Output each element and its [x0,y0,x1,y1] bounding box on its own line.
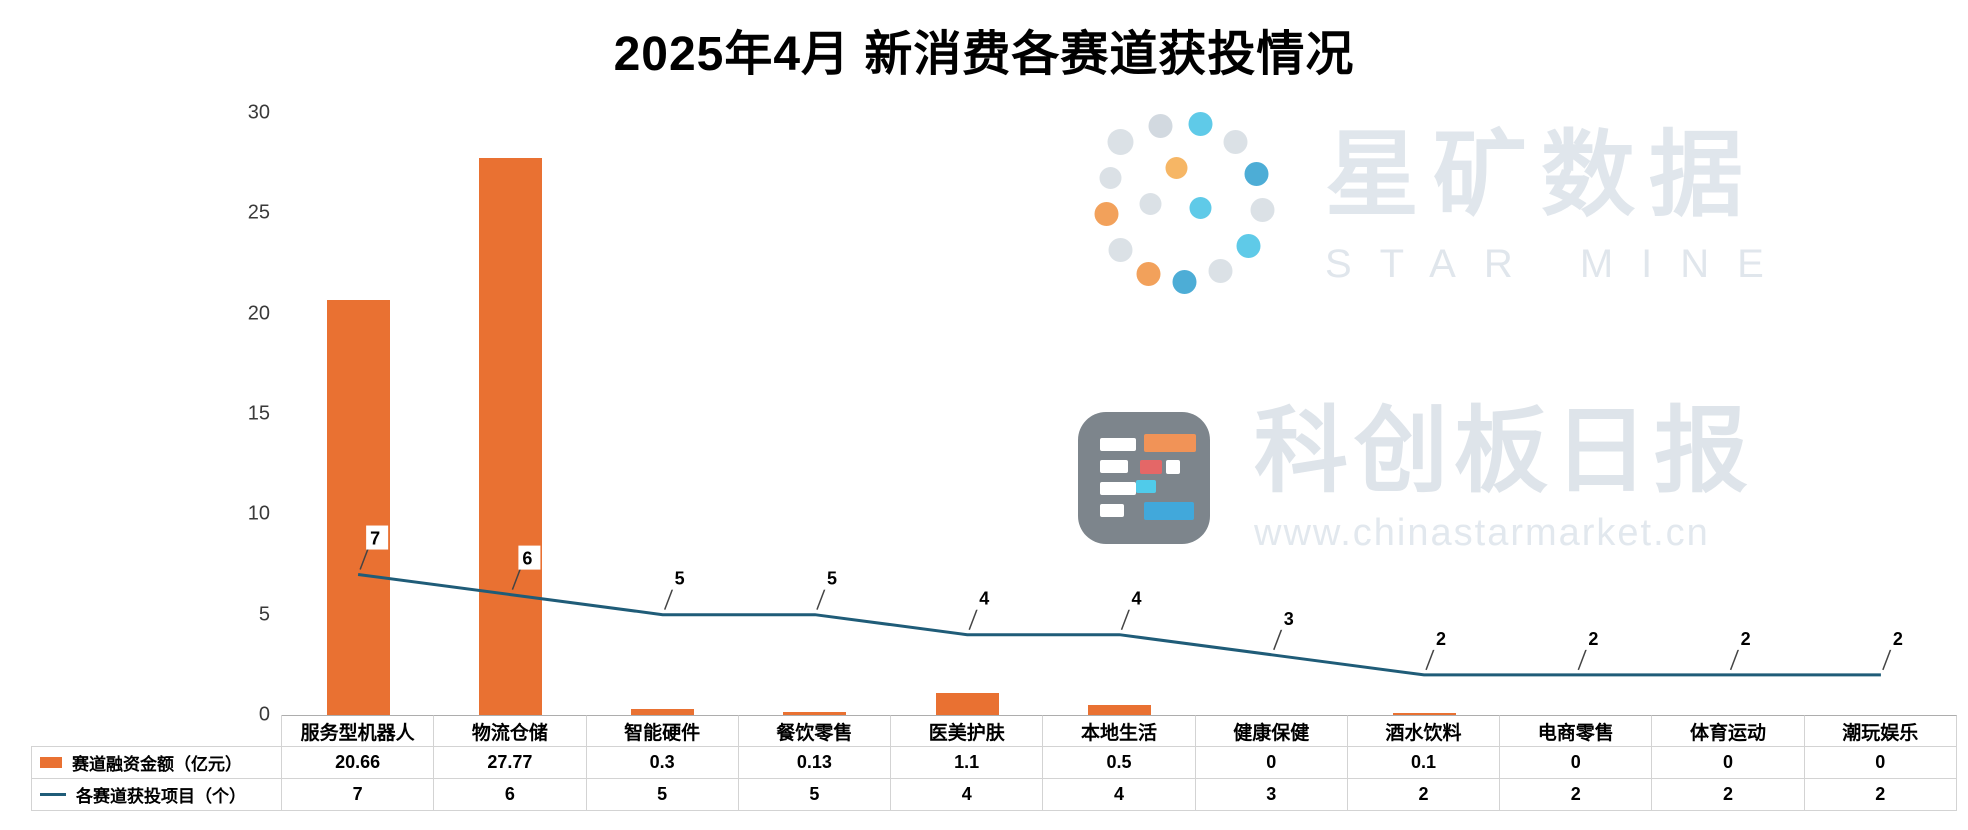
y-tick-label: 0 [258,703,270,726]
line-value-cell: 2 [1500,779,1653,811]
label-leader-line [968,608,978,631]
kechuangban-text-block: 科创板日报 www.chinastarmarket.cn [1254,398,1755,554]
line-legend-swatch-icon [40,793,66,796]
category-cell: 酒水饮料 [1347,715,1501,747]
bar-legend-label: 赛道融资金额（亿元） [72,755,242,774]
line-value-cell: 2 [1652,779,1805,811]
y-tick-label: 15 [247,402,270,425]
label-leader-line [816,588,826,610]
bar-value-cell: 1.1 [891,747,1044,779]
starmine-en-text: STAR MINE [1325,241,1792,286]
bar-value-cell: 0 [1652,747,1805,779]
line-value-cell: 4 [891,779,1044,811]
category-cell: 潮玩娱乐 [1804,715,1957,747]
bar-value-cell: 0.5 [1043,747,1196,779]
chart-title: 2025年4月 新消费各赛道获投情况 [613,28,1355,81]
line-value-cell: 3 [1195,779,1348,811]
category-cell: 物流仓储 [434,715,587,747]
line-data-label: 2 [1893,629,1903,649]
bar-服务型机器人 [326,300,390,715]
y-tick-label: 25 [247,201,270,224]
category-cell: 医美护肤 [891,715,1044,747]
watermark-starmine: 星矿数据 STAR MINE [1078,108,1792,303]
category-cell: 本地生活 [1043,715,1196,747]
starmine-text-block: 星矿数据 STAR MINE [1325,121,1792,286]
line-value-cell: 2 [1804,779,1957,811]
line-data-label: 4 [979,589,989,609]
bar-value-cell: 0.3 [586,747,739,779]
kechuangban-url-text: www.chinastarmarket.cn [1254,512,1710,554]
line-data-label: 4 [1132,589,1142,609]
bar-医美护肤 [935,692,999,715]
bar-餐饮零售 [783,712,847,715]
bar-value-cell: 0.1 [1347,747,1501,779]
line-data-label: 2 [1436,629,1446,649]
line-data-label: 5 [675,569,685,589]
bar-value-cell: 27.77 [434,747,587,779]
table-corner-cell [31,715,282,747]
label-leader-line [1273,628,1283,651]
label-leader-line [1577,648,1588,671]
label-leader-line [1425,648,1435,671]
line-data-label: 5 [827,569,837,589]
line-data-label: 2 [1741,629,1751,649]
bar-legend-swatch-icon [40,757,62,768]
bar-value-cell: 0 [1804,747,1957,779]
line-value-cell: 5 [738,779,892,811]
y-tick-label: 10 [247,502,270,525]
category-cell: 健康保健 [1195,715,1348,747]
line-value-cell: 6 [434,779,587,811]
line-path [357,573,1881,677]
line-legend-label: 各赛道获投项目（个） [76,787,246,806]
label-leader-line [1729,648,1740,671]
bar-酒水饮料 [1392,712,1456,715]
category-cell: 电商零售 [1500,715,1653,747]
bar-value-cell: 20.66 [282,747,435,779]
line-value-cell: 5 [586,779,739,811]
bar-本地生活 [1088,704,1151,715]
bar-智能硬件 [631,708,695,715]
y-tick-label: 5 [258,603,270,626]
category-cell: 智能硬件 [586,715,739,747]
bar-value-cell: 0 [1195,747,1348,779]
legend-line-series: 各赛道获投项目（个） [31,779,282,811]
category-cell: 餐饮零售 [738,715,892,747]
starmine-dots-logo-icon [1094,112,1275,294]
kechuangban-logo-icon [1078,412,1210,544]
category-cell: 体育运动 [1652,715,1805,747]
legend-bar-series: 赛道融资金额（亿元） [31,747,282,779]
line-data-label: 2 [1588,629,1598,649]
label-leader-line [1120,608,1131,631]
y-tick-label: 20 [247,302,270,325]
category-cell: 服务型机器人 [282,715,435,747]
watermark-kechuangban-daily: 科创板日报 www.chinastarmarket.cn [1078,404,1754,552]
line-value-cell: 7 [282,779,435,811]
line-value-cell: 4 [1043,779,1196,811]
kechuangban-cn-text: 科创板日报 [1254,398,1755,503]
label-leader-line [663,588,674,610]
bar-value-cell: 0 [1500,747,1653,779]
y-tick-label: 30 [247,101,270,124]
bar-物流仓储 [478,157,542,715]
line-value-cell: 2 [1347,779,1501,811]
bar-value-cell: 0.13 [738,747,892,779]
starmine-cn-text: 星矿数据 [1325,121,1758,227]
data-table: 服务型机器人 物流仓储 智能硬件 餐饮零售 医美护肤 本地生活 健康保健 酒水饮料 电商零售 体育… [31,715,1957,811]
label-leader-line [1882,648,1892,671]
line-data-label: 3 [1284,609,1294,629]
